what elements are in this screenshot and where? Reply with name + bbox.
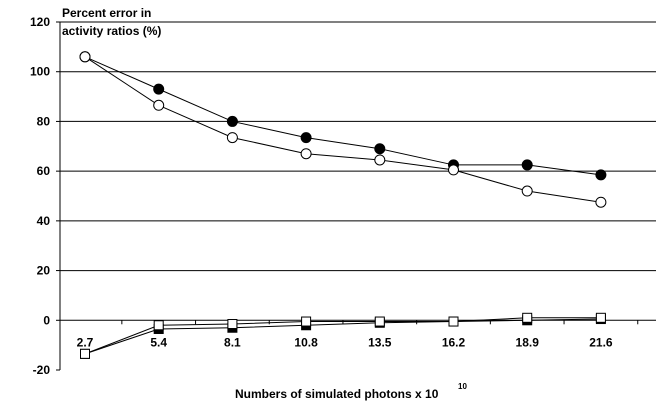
data-point-open-square [301,316,312,327]
data-point-open-circle [374,154,386,166]
y-tick-label: 60 [37,164,51,178]
data-point-filled-circle [300,132,312,144]
data-point-open-circle [448,164,459,176]
y-tick-label: 20 [37,264,51,278]
data-point-filled-circle [153,83,165,95]
y-tick-label: 120 [30,15,50,29]
y-tick-label: -20 [33,363,51,377]
data-point-open-square [153,320,164,331]
data-point-open-circle [300,148,312,160]
y-tick-label: 0 [43,313,50,327]
x-tick-label: 5.4 [150,335,167,349]
data-point-open-square [374,316,385,327]
y-tick-label: 40 [37,214,51,228]
x-axis-label: Numbers of simulated photons x 10 [235,387,439,401]
data-point-open-square [448,316,459,327]
data-point-open-circle [79,51,91,63]
gridlines [60,21,656,321]
data-point-open-square [80,348,90,359]
y-axis-label-line1: Percent error in [62,6,152,20]
x-tick-label: 10.8 [294,335,318,349]
series-line-open-circle [84,56,601,203]
data-point-filled-circle [374,143,386,155]
x-tick-label: 8.1 [224,335,241,349]
x-tick-label: 2.7 [77,335,94,349]
data-point-open-circle [521,185,533,197]
series-line-filled-circle [84,56,601,176]
y-tick-label: 80 [37,114,51,128]
x-tick-label: 13.5 [368,335,392,349]
data-point-open-circle [595,196,607,208]
series-markers [79,51,607,359]
series-lines [84,56,601,355]
x-axis-label-exponent: 10 [458,382,467,391]
data-point-open-square [595,312,606,323]
data-point-filled-circle [226,115,238,127]
x-tick-label: 16.2 [442,335,466,349]
data-point-open-square [522,312,533,323]
y-axis-label-line2: activity ratios (%) [62,24,162,38]
data-point-open-square [227,319,238,330]
series-line-filled-square [84,318,601,355]
x-tick-label: 18.9 [516,335,540,349]
tick-labels: -20 0 20 40 60 80 100 120 2.7 5.4 8.1 10.8 13.5 16.2 1… [30,15,613,377]
y-tick-label: 100 [30,65,50,79]
data-point-open-circle [226,132,238,144]
data-point-filled-circle [595,169,607,181]
data-point-filled-circle [521,159,533,171]
series-line-open-square [84,317,601,355]
axes [56,21,639,371]
data-point-open-circle [153,99,165,111]
x-tick-label: 21.6 [589,335,613,349]
